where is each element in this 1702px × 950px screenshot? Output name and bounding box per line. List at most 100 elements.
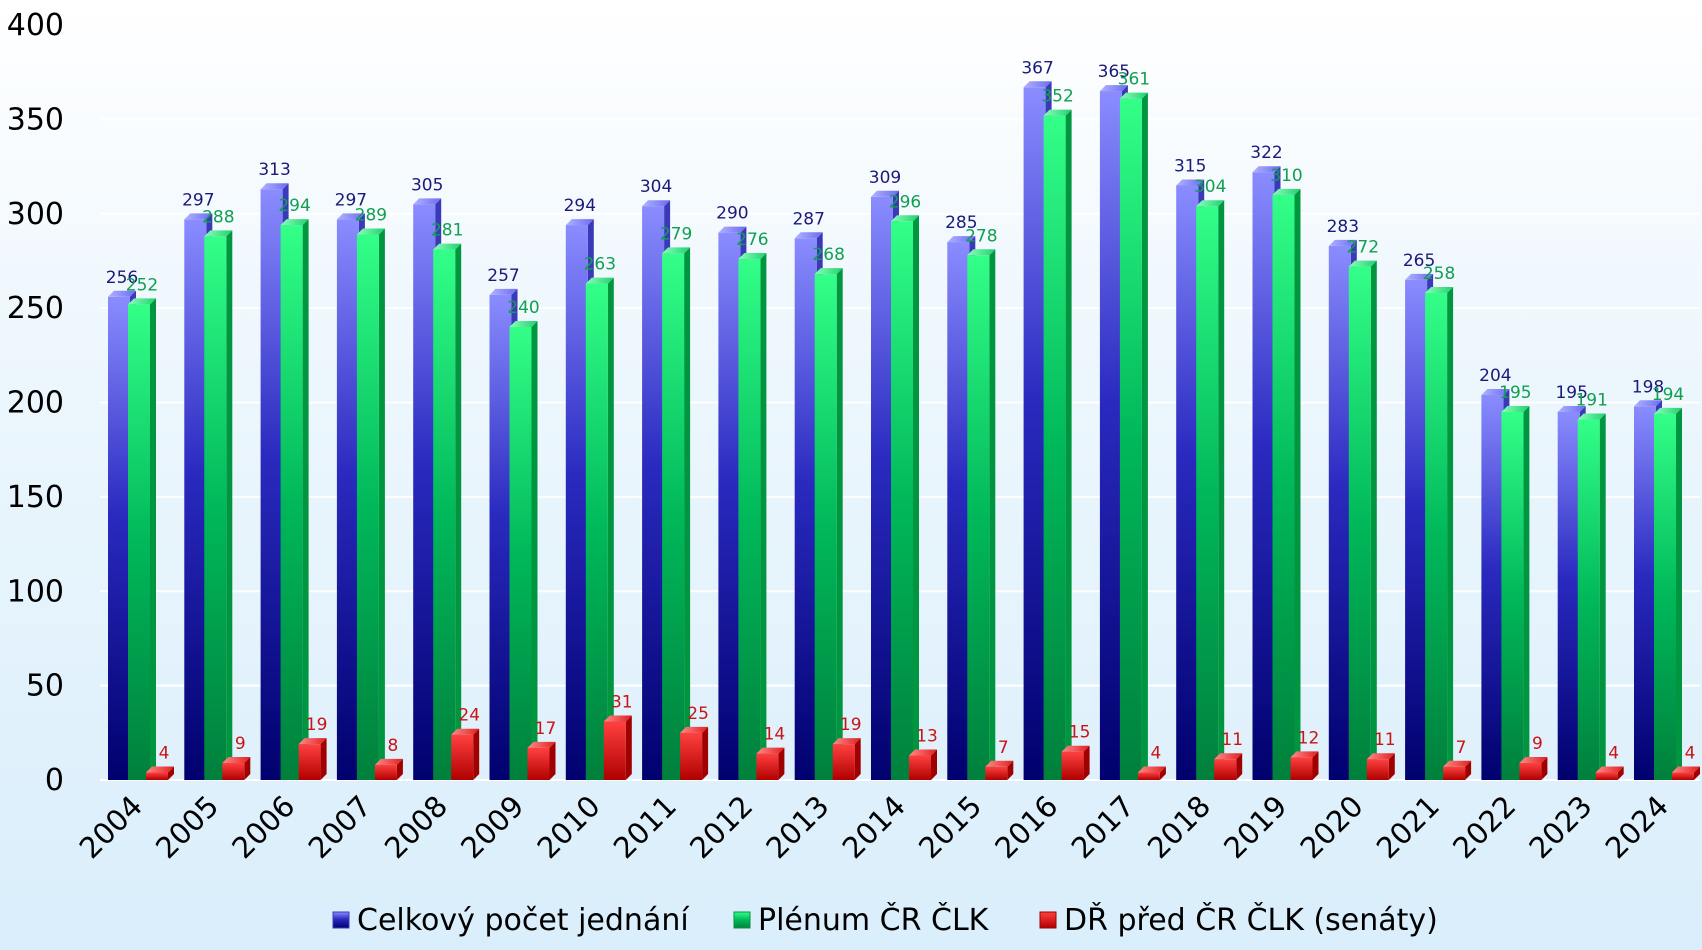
y-tick-label: 150 — [7, 480, 64, 515]
bar-plenum-2016 — [1043, 109, 1072, 781]
data-label: 4 — [159, 743, 170, 763]
bar-plenum-2020 — [1348, 260, 1377, 781]
data-label: 256 — [106, 268, 138, 288]
bar-plenum-2011 — [662, 247, 691, 780]
bar-dr-2013 — [832, 738, 861, 780]
y-tick-label: 50 — [26, 669, 64, 704]
data-label: 279 — [660, 224, 692, 244]
legend-item: DŘ před ČR ČLK (senáty) — [1039, 901, 1438, 938]
bar-dr-2014 — [909, 749, 937, 780]
x-tick-label: 2021 — [1370, 789, 1446, 865]
data-label: 198 — [1632, 377, 1664, 397]
y-tick-label: 400 — [7, 8, 64, 43]
x-tick-label: 2004 — [73, 789, 149, 865]
legend-swatch — [733, 911, 751, 929]
data-label: 288 — [202, 207, 234, 227]
bar-plenum-2013 — [814, 268, 843, 780]
data-label: 195 — [1555, 383, 1587, 403]
x-tick-label: 2005 — [149, 789, 225, 865]
data-label: 297 — [182, 190, 214, 210]
data-label: 240 — [507, 298, 539, 318]
data-label: 294 — [564, 196, 596, 216]
data-label: 4 — [1150, 743, 1161, 763]
data-label: 14 — [764, 725, 786, 745]
x-tick-label: 2019 — [1217, 789, 1293, 865]
data-label: 278 — [965, 226, 997, 246]
bar-plenum-2015 — [967, 249, 996, 780]
x-tick-label: 2024 — [1599, 789, 1675, 865]
x-tick-label: 2020 — [1294, 789, 1370, 865]
bar-dr-2020 — [1366, 753, 1395, 780]
x-tick-label: 2006 — [225, 789, 301, 865]
x-tick-label: 2016 — [988, 789, 1064, 865]
data-label: 272 — [1347, 238, 1379, 258]
bar-dr-2006 — [298, 738, 327, 780]
data-label: 17 — [535, 719, 557, 739]
data-label: 11 — [1221, 730, 1243, 750]
bar-dr-2022 — [1519, 757, 1548, 780]
bar-dr-2017 — [1137, 766, 1166, 780]
legend-label: DŘ před ČR ČLK (senáty) — [1064, 901, 1438, 938]
data-label: 268 — [812, 245, 844, 265]
data-label: 309 — [869, 168, 901, 188]
data-label: 304 — [640, 177, 672, 197]
data-label: 13 — [916, 726, 938, 746]
data-label: 285 — [945, 213, 977, 233]
bar-dr-2021 — [1443, 760, 1472, 780]
data-label: 257 — [487, 266, 519, 286]
data-label: 25 — [687, 704, 709, 724]
bar-plenum-2021 — [1425, 287, 1454, 780]
legend-swatch — [1039, 911, 1057, 929]
bar-dr-2005 — [222, 757, 251, 780]
x-tick-label: 2017 — [1065, 789, 1141, 865]
y-tick-label: 0 — [45, 763, 64, 798]
data-label: 19 — [306, 715, 328, 735]
bar-plenum-2019 — [1272, 188, 1301, 780]
bar-plenum-2018 — [1196, 200, 1225, 780]
data-label: 252 — [126, 275, 158, 295]
data-label: 367 — [1021, 58, 1053, 78]
x-tick-label: 2013 — [759, 789, 835, 865]
data-label: 289 — [355, 206, 387, 226]
y-tick-label: 250 — [7, 291, 64, 326]
legend: Celkový počet jednání Plénum ČR ČLK DŘ pře… — [332, 901, 1438, 938]
x-tick-label: 2015 — [912, 789, 988, 865]
bar-dr-2015 — [985, 760, 1014, 780]
data-label: 361 — [1118, 70, 1150, 90]
data-label: 19 — [840, 715, 862, 735]
x-tick-label: 2008 — [378, 789, 454, 865]
bar-dr-2009 — [527, 741, 556, 780]
x-tick-label: 2009 — [454, 789, 530, 865]
data-label: 9 — [235, 734, 246, 754]
legend-label: Plénum ČR ČLK — [758, 901, 990, 938]
data-label: 287 — [792, 209, 824, 229]
data-label: 290 — [716, 204, 748, 224]
data-label: 305 — [411, 175, 443, 195]
data-label: 12 — [1298, 728, 1320, 748]
bar-plenum-2022 — [1501, 405, 1530, 780]
x-tick-label: 2023 — [1522, 789, 1598, 865]
data-label: 8 — [387, 736, 398, 756]
data-label: 194 — [1652, 385, 1684, 405]
data-label: 315 — [1174, 156, 1206, 176]
x-tick-label: 2018 — [1141, 789, 1217, 865]
data-label: 204 — [1479, 366, 1511, 386]
y-tick-label: 300 — [7, 197, 64, 232]
x-tick-label: 2010 — [531, 789, 607, 865]
bar-dr-2008 — [451, 728, 480, 780]
data-label: 281 — [431, 221, 463, 241]
data-label: 297 — [335, 190, 367, 210]
legend-item: Plénum ČR ČLK — [733, 901, 990, 938]
y-tick-label: 100 — [7, 574, 64, 609]
data-label: 294 — [278, 196, 310, 216]
bar-dr-2007 — [374, 758, 403, 780]
data-label: 9 — [1532, 734, 1543, 754]
bar-plenum-2024 — [1654, 407, 1682, 780]
data-label: 195 — [1499, 383, 1531, 403]
bar-plenum-2008 — [433, 243, 462, 781]
bar-dr-2016 — [1061, 745, 1090, 780]
data-label: 7 — [998, 738, 1009, 758]
data-label: 15 — [1069, 723, 1091, 743]
data-label: 31 — [611, 692, 633, 712]
